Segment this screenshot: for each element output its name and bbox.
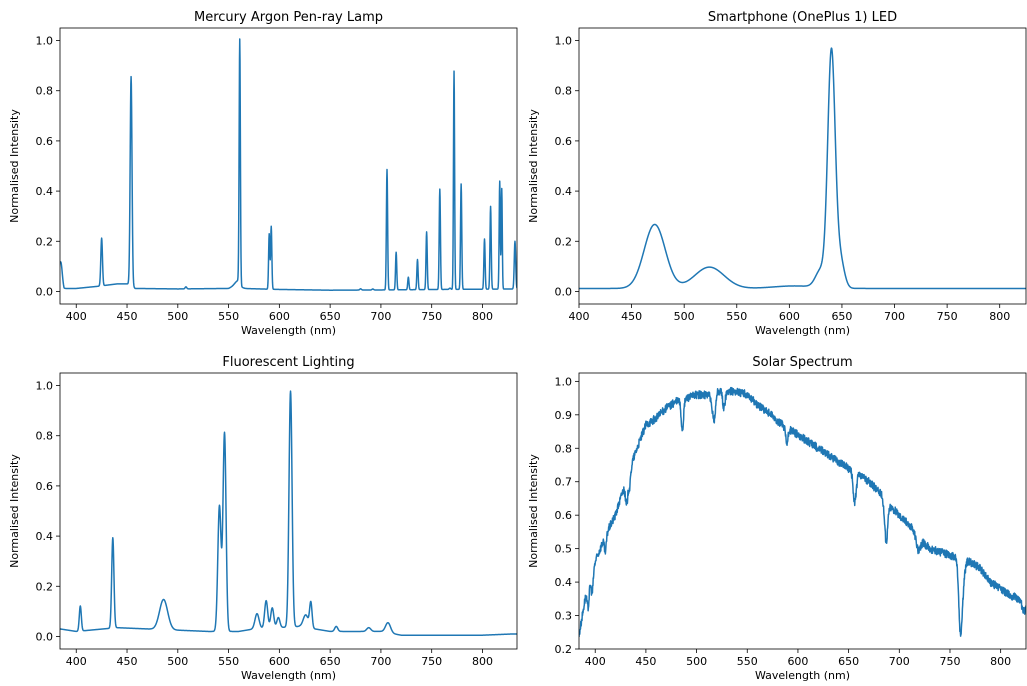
p2-ytick-label: 0.4 bbox=[36, 530, 54, 543]
p1-ytick-label: 0.2 bbox=[555, 235, 573, 248]
p3-ytick-label: 0.3 bbox=[555, 610, 573, 623]
p2-xtick-label: 400 bbox=[66, 655, 87, 668]
p3-ytick-label: 0.6 bbox=[555, 509, 573, 522]
p0-xtick-label: 450 bbox=[117, 310, 138, 323]
p3-xtick-label: 600 bbox=[787, 655, 808, 668]
p1-xtick-label: 550 bbox=[726, 310, 747, 323]
p3-xtick-label: 550 bbox=[737, 655, 758, 668]
p0-title: Mercury Argon Pen-ray Lamp bbox=[194, 10, 383, 25]
p0-panel: Mercury Argon Pen-ray Lamp 400 450 500 550 60… bbox=[8, 10, 518, 337]
p3-axes-frame bbox=[578, 372, 1027, 650]
p0-xtick-label: 700 bbox=[370, 310, 391, 323]
p1-xtick-label: 450 bbox=[621, 310, 642, 323]
p1-series-line bbox=[579, 47, 1026, 290]
p0-axes-frame bbox=[59, 27, 518, 305]
p1-axes-frame bbox=[578, 27, 1027, 305]
p1-xlabel: Wavelength (nm) bbox=[755, 324, 850, 337]
p2-ytick-label: 0.6 bbox=[36, 480, 54, 493]
p1-xtick-label: 400 bbox=[569, 310, 590, 323]
p3-xtick-label: 800 bbox=[990, 655, 1011, 668]
p2-xtick-label: 800 bbox=[472, 655, 493, 668]
p3-xtick-label: 450 bbox=[635, 655, 656, 668]
p1-ylabel: Normalised Intensity bbox=[527, 109, 540, 223]
p1-xtick-label: 750 bbox=[937, 310, 958, 323]
p1-xtick-label: 500 bbox=[674, 310, 695, 323]
p3-ytick-label: 0.4 bbox=[555, 576, 573, 589]
p2-xtick-label: 700 bbox=[370, 655, 391, 668]
p1-ytick-label: 0.8 bbox=[555, 85, 573, 98]
p0-ytick-label: 1.0 bbox=[36, 35, 54, 48]
p0-xtick-label: 600 bbox=[269, 310, 290, 323]
p3-xlabel: Wavelength (nm) bbox=[755, 669, 850, 682]
p1-panel: Smartphone (OnePlus 1) LED 400 450 500 550 60… bbox=[527, 10, 1027, 337]
p1-ytick-label: 0.4 bbox=[555, 185, 573, 198]
p2-ytick-label: 0.2 bbox=[36, 580, 54, 593]
p0-series-line bbox=[60, 38, 517, 291]
p0-ytick-label: 0.6 bbox=[36, 135, 54, 148]
p1-ytick-label: 0.6 bbox=[555, 135, 573, 148]
p0-ytick-label: 0.2 bbox=[36, 235, 54, 248]
p3-ytick-label: 0.5 bbox=[555, 543, 573, 556]
p2-panel: Fluorescent Lighting 400 450 500 550 600 650 70… bbox=[8, 355, 518, 682]
p0-xtick-label: 400 bbox=[66, 310, 87, 323]
p2-xtick-label: 450 bbox=[117, 655, 138, 668]
p3-xtick-label: 500 bbox=[686, 655, 707, 668]
p3-title: Solar Spectrum bbox=[752, 355, 852, 370]
p3-xtick-label: 400 bbox=[585, 655, 606, 668]
p3-ytick-label: 1.0 bbox=[555, 375, 573, 388]
p0-xlabel: Wavelength (nm) bbox=[241, 324, 336, 337]
p1-ytick-label: 0.0 bbox=[555, 285, 573, 298]
p2-title: Fluorescent Lighting bbox=[222, 355, 354, 370]
p1-title: Smartphone (OnePlus 1) LED bbox=[708, 10, 897, 25]
p3-xtick-label: 700 bbox=[889, 655, 910, 668]
p2-xtick-label: 650 bbox=[320, 655, 341, 668]
p1-xtick-label: 650 bbox=[831, 310, 852, 323]
p2-xtick-label: 550 bbox=[218, 655, 239, 668]
p2-ytick-label: 1.0 bbox=[36, 380, 54, 393]
p2-ylabel: Normalised Intensity bbox=[8, 454, 21, 568]
p2-xtick-label: 500 bbox=[167, 655, 188, 668]
p0-ylabel: Normalised Intensity bbox=[8, 109, 21, 223]
p0-xtick-label: 650 bbox=[320, 310, 341, 323]
p1-xtick-label: 700 bbox=[884, 310, 905, 323]
p2-series-line bbox=[60, 390, 517, 636]
p3-ytick-label: 0.2 bbox=[555, 643, 573, 656]
p0-ytick-label: 0.8 bbox=[36, 85, 54, 98]
p2-xlabel: Wavelength (nm) bbox=[241, 669, 336, 682]
p2-xtick-label: 600 bbox=[269, 655, 290, 668]
p3-ytick-label: 0.9 bbox=[555, 409, 573, 422]
p3-xtick-label: 750 bbox=[939, 655, 960, 668]
p2-ytick-label: 0.8 bbox=[36, 430, 54, 443]
p0-xtick-label: 800 bbox=[472, 310, 493, 323]
p3-ytick-label: 0.8 bbox=[555, 442, 573, 455]
p3-xtick-label: 650 bbox=[838, 655, 859, 668]
p3-series-line bbox=[579, 386, 1026, 638]
p0-xtick-label: 550 bbox=[218, 310, 239, 323]
p2-ytick-label: 0.0 bbox=[36, 630, 54, 643]
p1-xtick-label: 600 bbox=[779, 310, 800, 323]
p3-ylabel: Normalised Intensity bbox=[527, 454, 540, 568]
p0-ytick-label: 0.4 bbox=[36, 185, 54, 198]
p1-ytick-label: 1.0 bbox=[555, 35, 573, 48]
p0-ytick-label: 0.0 bbox=[36, 285, 54, 298]
p0-xtick-label: 500 bbox=[167, 310, 188, 323]
p2-xtick-label: 750 bbox=[421, 655, 442, 668]
p2-axes-frame bbox=[59, 372, 518, 650]
p3-panel: Solar Spectrum 400 450 500 550 600 650 700 750 80… bbox=[527, 355, 1027, 682]
p0-xtick-label: 750 bbox=[421, 310, 442, 323]
p1-xtick-label: 800 bbox=[989, 310, 1010, 323]
p3-ytick-label: 0.7 bbox=[555, 476, 573, 489]
